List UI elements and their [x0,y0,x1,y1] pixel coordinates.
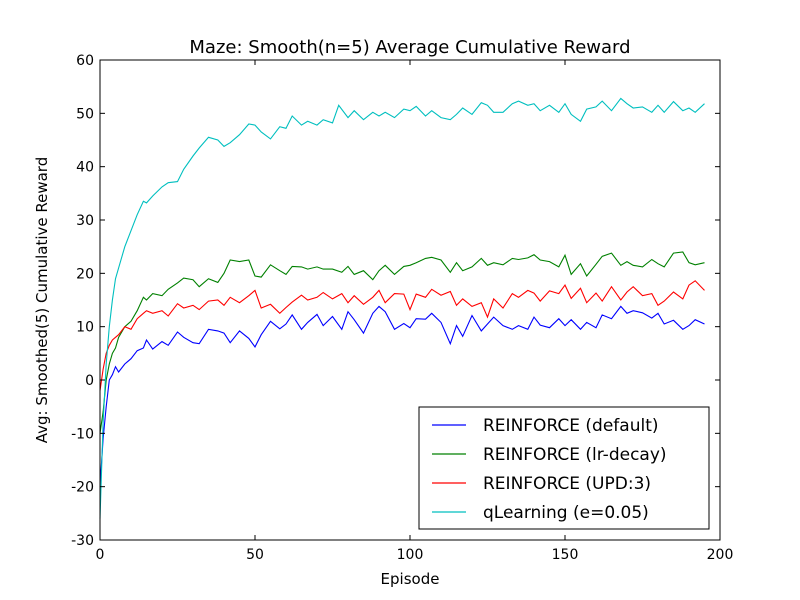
y-tick-label: 40 [76,160,94,176]
legend-label-1: REINFORCE (default) [483,416,659,436]
x-tick-label: 0 [96,547,105,563]
x-tick-label: 200 [707,547,734,563]
x-tick-label: 100 [397,547,424,563]
y-tick-label: 10 [76,320,94,336]
y-tick-label: -30 [71,533,94,549]
y-tick-label: 20 [76,266,94,282]
legend: REINFORCE (default) REINFORCE (lr-decay) R… [418,406,710,530]
plot-series-group [99,97,705,519]
x-axis-label: Episode [381,570,440,588]
y-tick-label: 30 [76,213,94,229]
x-tick-label: 150 [552,547,579,563]
series-line-3 [99,280,705,391]
legend-label-4: qLearning (e=0.05) [483,503,649,523]
legend-label-2: REINFORCE (lr-decay) [483,445,667,465]
series-line-4 [99,97,705,519]
axis-ticks-group: 0 50 100 150 200 -30 -20 -10 0 10 20 30 40 50 60 [71,53,733,563]
y-tick-label: -10 [71,426,94,442]
x-tick-label: 50 [246,547,264,563]
y-tick-label: -20 [71,480,94,496]
y-axis-label: Avg: Smoothed(5) Cumulative Reward [33,157,51,444]
y-tick-label: 50 [76,106,94,122]
legend-box [418,406,710,530]
series-line-1 [99,305,705,487]
legend-label-3: REINFORCE (UPD:3) [483,474,651,494]
y-tick-label: 0 [85,373,94,389]
y-tick-label: 60 [76,53,94,69]
series-line-2 [99,251,705,434]
chart-title: Maze: Smooth(n=5) Average Cumulative Rew… [189,37,630,58]
